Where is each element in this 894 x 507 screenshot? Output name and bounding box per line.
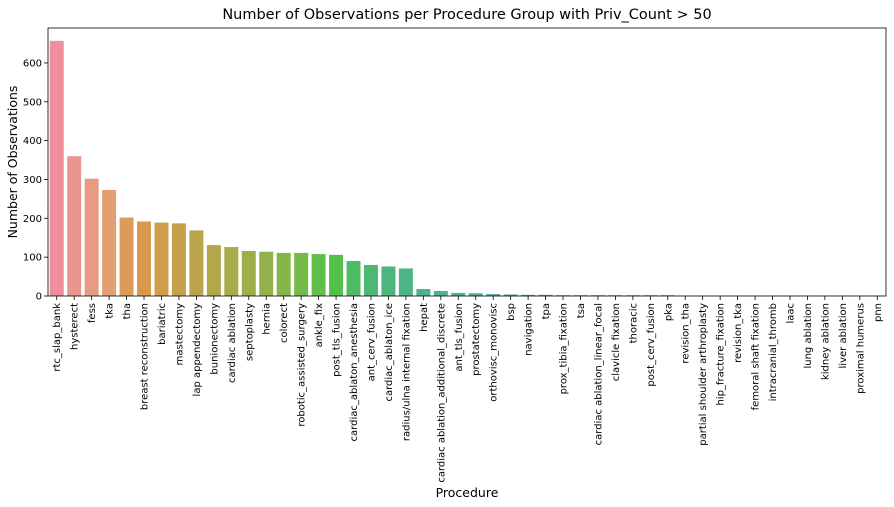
x-tick-label: hip_fracture_fixation bbox=[716, 303, 727, 406]
x-tick-label: prox_tibia_fixation bbox=[559, 303, 570, 394]
x-tick-label: revision_tka bbox=[733, 303, 744, 363]
x-tick-label: cardiac ablation_linear_focal bbox=[593, 303, 604, 445]
x-tick-label: pnn bbox=[873, 303, 884, 322]
x-tick-label: tka bbox=[105, 303, 116, 319]
x-tick-label: ant_cerv_fusion bbox=[366, 303, 377, 381]
x-tick-label: mastectomy bbox=[174, 303, 185, 365]
x-tick-label: tsa bbox=[576, 303, 587, 318]
x-tick-label: pka bbox=[663, 303, 674, 321]
bar-5 bbox=[137, 221, 152, 296]
y-tick-label: 400 bbox=[23, 136, 42, 147]
bar-8 bbox=[189, 230, 204, 296]
x-tick-label: bariatric bbox=[157, 303, 168, 345]
x-tick-label: intracranial_thromb bbox=[768, 303, 779, 401]
bar-12 bbox=[259, 251, 274, 296]
x-tick-label: kidney ablation bbox=[820, 303, 831, 380]
bars-group bbox=[49, 40, 885, 296]
x-tick-label: liver ablation bbox=[838, 303, 849, 368]
x-tick-label: fess bbox=[87, 303, 98, 323]
x-tick-label: revision_tha bbox=[681, 303, 692, 364]
x-tick-label: tha bbox=[122, 303, 133, 319]
bar-17 bbox=[346, 261, 361, 296]
x-axis-ticks: rtc_slap_bank hysterect fess tka tha breast r… bbox=[52, 296, 884, 483]
bar-26 bbox=[503, 294, 518, 296]
x-tick-label: hernia bbox=[262, 303, 273, 335]
bar-13 bbox=[276, 252, 291, 296]
bar-25 bbox=[486, 294, 501, 296]
x-tick-label: colorect bbox=[279, 303, 290, 343]
x-tick-label: proximal humerus bbox=[855, 303, 866, 394]
x-tick-label: bunionectomy bbox=[209, 303, 220, 375]
bar-6 bbox=[154, 222, 169, 296]
bar-15 bbox=[311, 254, 326, 296]
bar-22 bbox=[433, 290, 448, 296]
x-tick-label: partial shoulder arthroplasty bbox=[698, 303, 709, 446]
x-tick-label: tpa bbox=[541, 303, 552, 319]
x-tick-label: lung ablation bbox=[803, 303, 814, 369]
x-tick-label: clavicle fixation bbox=[611, 303, 622, 381]
y-tick-label: 500 bbox=[23, 97, 42, 108]
chart-title: Number of Observations per Procedure Gro… bbox=[222, 7, 711, 23]
bar-23 bbox=[451, 292, 466, 296]
x-tick-label: prostatectomy bbox=[471, 303, 482, 376]
y-axis-ticks: 0 100 200 300 400 500 600 bbox=[23, 58, 48, 303]
x-tick-label: cardiac_ablaton_ice bbox=[384, 303, 395, 402]
x-tick-label: hysterect bbox=[70, 303, 81, 350]
bar-0 bbox=[49, 40, 64, 296]
x-tick-label: robotic_assisted_surgery bbox=[297, 303, 308, 427]
bar-2 bbox=[84, 178, 99, 296]
x-tick-label: cardiac ablation_additional_discrete bbox=[436, 303, 447, 483]
x-tick-label: femoral shaft fixation bbox=[751, 303, 762, 410]
bar-3 bbox=[102, 189, 117, 296]
bar-21 bbox=[416, 289, 431, 296]
x-tick-label: rtc_slap_bank bbox=[52, 303, 63, 372]
x-tick-label: breast reconstruction bbox=[140, 303, 151, 410]
x-tick-label: radius/ulna internal fixation bbox=[401, 303, 412, 441]
bar-16 bbox=[329, 254, 344, 296]
bar-27 bbox=[521, 294, 536, 296]
y-tick-label: 200 bbox=[23, 214, 42, 225]
bar-19 bbox=[381, 266, 396, 296]
plot-frame bbox=[47, 27, 887, 297]
x-tick-label: post_cerv_fusion bbox=[646, 303, 657, 387]
bar-1 bbox=[67, 156, 82, 296]
x-tick-label: cardiac_ablaton_anesthesia bbox=[349, 303, 360, 441]
bar-10 bbox=[224, 247, 239, 296]
bar-18 bbox=[364, 264, 378, 296]
x-axis-title: Procedure bbox=[436, 485, 499, 500]
bar-14 bbox=[294, 252, 309, 296]
x-tick-label: orthovisc_monovisc bbox=[489, 303, 500, 402]
x-tick-label: septoplasty bbox=[244, 303, 255, 361]
x-tick-label: bsp bbox=[506, 303, 517, 321]
x-tick-label: hepat bbox=[419, 303, 430, 332]
y-tick-label: 300 bbox=[23, 175, 42, 186]
y-tick-label: 600 bbox=[23, 58, 42, 69]
x-tick-label: laac bbox=[785, 303, 796, 324]
x-tick-label: navigation bbox=[524, 303, 535, 356]
x-tick-label: cardiac ablation bbox=[227, 303, 238, 383]
bar-24 bbox=[468, 293, 483, 296]
x-tick-label: thoracic bbox=[628, 303, 639, 343]
x-tick-label: ankle_fix bbox=[314, 303, 325, 347]
bar-11 bbox=[241, 250, 256, 296]
bar-20 bbox=[398, 268, 413, 296]
y-tick-label: 100 bbox=[23, 253, 42, 264]
x-tick-label: post_tls_fusion bbox=[332, 303, 343, 377]
bar-28 bbox=[538, 294, 553, 296]
x-tick-label: ant_tls_fusion bbox=[454, 303, 465, 372]
bar-9 bbox=[206, 245, 221, 296]
y-tick-label: 0 bbox=[36, 292, 42, 303]
x-tick-label: lap appendectomy bbox=[192, 303, 203, 397]
bar-7 bbox=[171, 223, 186, 296]
bar-4 bbox=[119, 217, 134, 296]
y-axis-title: Number of Observations bbox=[5, 86, 20, 239]
